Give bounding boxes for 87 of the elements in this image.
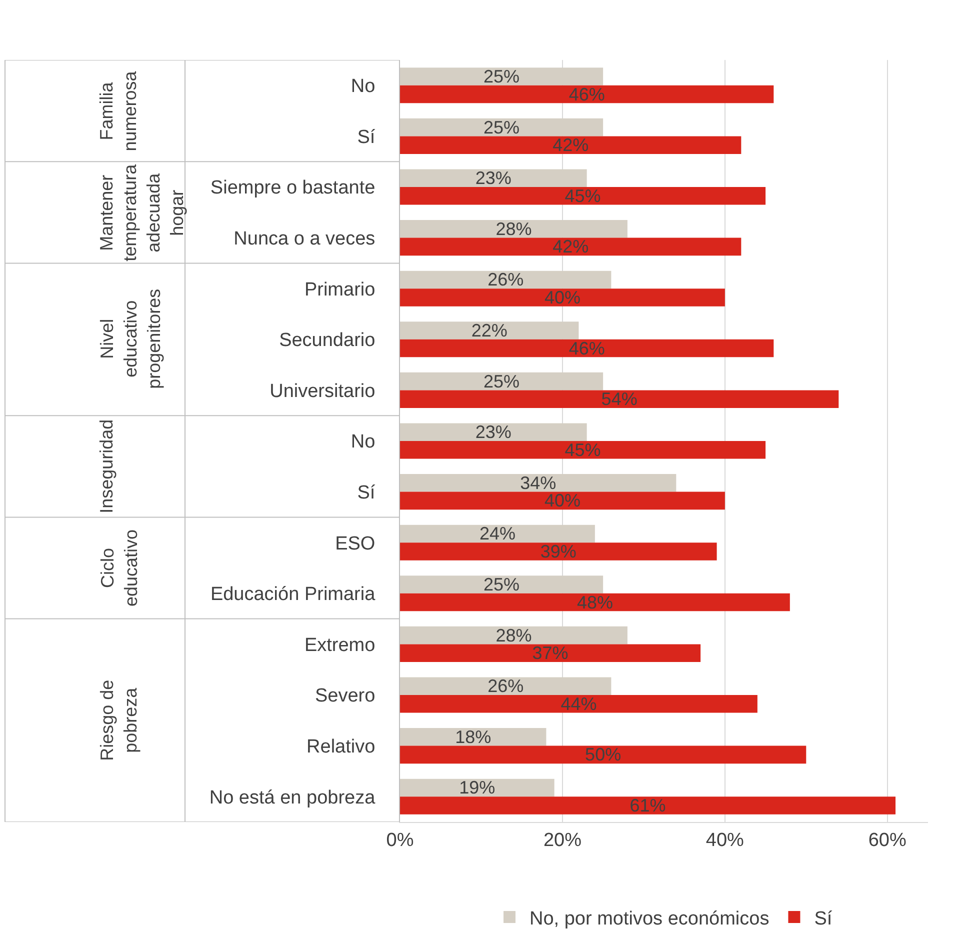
y-tick-label: No está en pobreza <box>209 787 376 808</box>
data-label: 19% <box>459 778 496 798</box>
bar <box>400 796 896 814</box>
y-tick-label: No <box>350 76 376 98</box>
bar <box>400 187 766 205</box>
data-label: 26% <box>488 676 524 696</box>
data-label: 54% <box>601 389 638 410</box>
data-label: 25% <box>484 574 520 595</box>
bar <box>400 746 806 764</box>
data-label: 23% <box>475 422 512 442</box>
data-label: 39% <box>540 541 576 562</box>
data-label: 40% <box>544 490 580 511</box>
bar <box>400 136 742 154</box>
text: Familia numerosa <box>96 70 140 152</box>
bar <box>400 677 612 695</box>
bar <box>400 68 604 86</box>
y-tick-label: Primario <box>304 279 376 300</box>
data-label: 25% <box>484 117 520 138</box>
data-label: 23% <box>475 168 512 188</box>
bar <box>400 474 676 492</box>
y-tick-label: Sí <box>357 482 376 504</box>
bar <box>400 423 587 441</box>
data-label: 18% <box>455 726 492 747</box>
bar <box>400 169 587 187</box>
bar <box>400 339 774 358</box>
bar <box>400 118 604 136</box>
text: Ciclo educativo <box>98 529 141 606</box>
bar <box>400 626 628 644</box>
bar <box>400 441 766 459</box>
data-label: 37% <box>532 643 568 664</box>
data-label: 40% <box>544 287 580 308</box>
data-label: 46% <box>568 338 605 358</box>
x-tick-label: 60% <box>868 830 906 851</box>
data-label: 25% <box>484 371 520 392</box>
y-tick-label: Nunca o a veces <box>234 228 376 250</box>
x-tick-label: 20% <box>543 830 582 851</box>
data-label: 25% <box>484 66 520 87</box>
bar <box>400 322 579 340</box>
data-label: 45% <box>564 186 601 206</box>
bar <box>400 492 725 510</box>
bar <box>400 524 595 543</box>
y-tick-label: Severo <box>314 686 376 707</box>
y-tick-label: Extremo <box>304 634 376 656</box>
data-label: 44% <box>560 694 597 714</box>
data-label: 24% <box>479 524 516 544</box>
data-label: 28% <box>496 625 532 646</box>
data-label: 22% <box>471 320 508 341</box>
data-label: 45% <box>564 440 601 460</box>
y-tick-label: No <box>350 432 376 453</box>
y-tick-label: Secundario <box>279 330 376 352</box>
bar <box>400 390 839 408</box>
data-label: 28% <box>496 218 532 239</box>
data-label: 34% <box>520 472 556 493</box>
bar <box>400 288 725 306</box>
x-tick-label: 0% <box>386 830 414 851</box>
bar <box>400 593 790 612</box>
legend-label: Sí <box>814 908 833 930</box>
y-tick-label: Siempre o bastante <box>210 178 376 199</box>
bar <box>400 576 604 594</box>
y-tick-label: Relativo <box>306 736 376 758</box>
data-label: 50% <box>585 744 622 765</box>
data-label: 61% <box>630 795 666 816</box>
data-label: 42% <box>552 135 589 156</box>
bar <box>400 778 554 797</box>
y-tick-label: Sí <box>357 126 376 148</box>
text: Mantener temperatura adecuada hogar <box>96 163 187 262</box>
data-label: 46% <box>568 84 605 104</box>
y-tick-label: ESO <box>335 533 376 554</box>
data-label: 42% <box>552 236 589 257</box>
bar <box>400 220 628 238</box>
bar <box>400 695 758 713</box>
bar <box>400 85 774 104</box>
bar <box>400 644 701 662</box>
data-label: 26% <box>488 270 524 290</box>
legend-label: No, por motivos económicos <box>530 908 770 930</box>
text: Inseguridad <box>96 419 117 514</box>
x-tick-label: 40% <box>706 830 744 851</box>
text: Nivel educativo progenitores <box>97 288 164 389</box>
bar <box>400 728 546 746</box>
bar <box>400 270 612 289</box>
data-label: 48% <box>576 592 613 612</box>
bar <box>400 238 742 256</box>
y-tick-label: Universitario <box>270 380 376 402</box>
bar <box>400 372 604 390</box>
y-tick-label: Educación Primaria <box>210 584 376 606</box>
bar <box>400 542 717 560</box>
text: Riesgo de pobreza <box>97 680 140 761</box>
